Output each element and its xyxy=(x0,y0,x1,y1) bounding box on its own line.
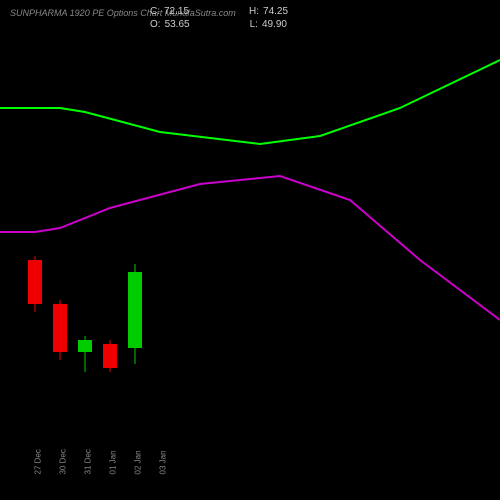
upper-band-line xyxy=(0,60,500,144)
chart-svg xyxy=(0,40,500,440)
close-value: C: 72.15 xyxy=(150,6,189,17)
chart-area xyxy=(0,40,500,440)
high-number: 74.25 xyxy=(263,6,288,17)
candle-body xyxy=(28,260,42,304)
low-label: L: xyxy=(250,19,258,30)
open-value: O: 53.65 xyxy=(150,19,190,30)
x-axis-label: 02 Jan xyxy=(134,450,143,474)
x-axis-label: 27 Dec xyxy=(34,449,43,474)
low-number: 49.90 xyxy=(262,19,287,30)
low-value: L: 49.90 xyxy=(250,19,287,30)
open-number: 53.65 xyxy=(165,19,190,30)
x-axis-label: 01 Jan xyxy=(109,450,118,474)
candle-body xyxy=(53,304,67,352)
candle-body xyxy=(78,340,92,352)
high-label: H: xyxy=(249,6,259,17)
open-label: O: xyxy=(150,19,161,30)
candle-body xyxy=(128,272,142,348)
candle-body xyxy=(103,344,117,368)
high-value: H: 74.25 xyxy=(249,6,288,17)
lower-band-line xyxy=(0,176,500,320)
x-axis-label: 31 Dec xyxy=(84,449,93,474)
x-axis-label: 03 Jan xyxy=(159,450,168,474)
x-axis-labels: 27 Dec 30 Dec 31 Dec 01 Jan 02 Jan 03 Jan xyxy=(0,435,500,485)
x-axis-label: 30 Dec xyxy=(59,449,68,474)
close-number: 72.15 xyxy=(164,6,189,17)
close-label: C: xyxy=(150,6,160,17)
ohlc-panel: C: 72.15 H: 74.25 O: 53.65 L: 49.90 xyxy=(150,6,288,30)
